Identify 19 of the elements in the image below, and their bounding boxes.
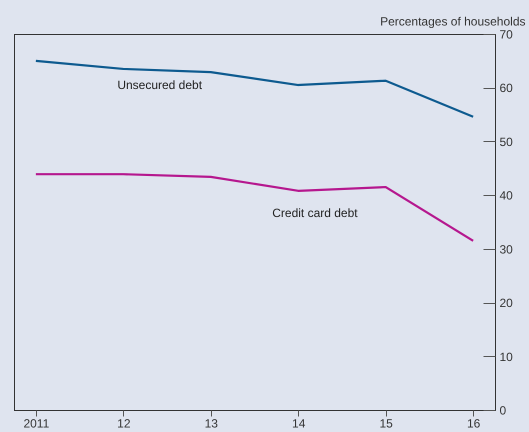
y-tick-label: 50 [500, 134, 514, 149]
x-tick-label: 13 [204, 416, 218, 430]
y-tick-label: 40 [500, 188, 514, 203]
x-tick-label: 12 [117, 416, 131, 430]
y-tick-label: 0 [500, 404, 506, 418]
series-label: Credit card debt [272, 206, 358, 220]
line-series [34, 60, 474, 118]
y-tick-label: 60 [500, 81, 514, 96]
x-tick-label: 15 [380, 416, 394, 430]
x-tick-label: 2011 [23, 416, 50, 430]
y-tick-label: 70 [500, 28, 514, 42]
y-tick-label: 10 [500, 350, 514, 364]
y-tick-label: 30 [500, 242, 514, 256]
line-series [34, 173, 474, 242]
series-label: Unsecured debt [117, 78, 203, 92]
x-tick-label: 16 [466, 416, 481, 430]
x-tick-label: 14 [292, 416, 306, 430]
y-tick-label: 20 [500, 296, 514, 310]
y-axis-title: Percentages of households [380, 14, 526, 28]
